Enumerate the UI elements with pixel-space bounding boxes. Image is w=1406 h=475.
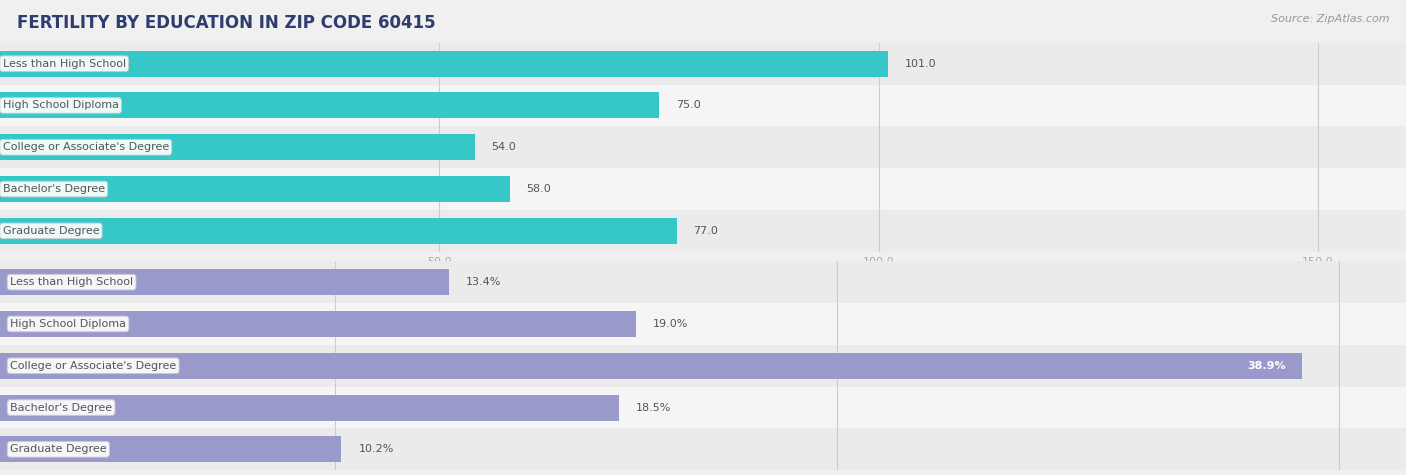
Bar xyxy=(0,51,887,76)
Bar xyxy=(0,93,659,118)
Bar xyxy=(0,261,1406,303)
Text: Less than High School: Less than High School xyxy=(3,58,125,69)
Text: 75.0: 75.0 xyxy=(676,100,700,111)
Text: Bachelor's Degree: Bachelor's Degree xyxy=(10,402,112,413)
Bar xyxy=(0,303,1406,345)
Bar xyxy=(0,395,619,420)
Text: Graduate Degree: Graduate Degree xyxy=(3,226,100,236)
Text: 58.0: 58.0 xyxy=(527,184,551,194)
Bar xyxy=(0,168,1406,210)
Text: Less than High School: Less than High School xyxy=(10,277,134,287)
Bar xyxy=(0,134,475,160)
Bar xyxy=(0,353,1302,379)
Bar xyxy=(0,345,1406,387)
Text: High School Diploma: High School Diploma xyxy=(3,100,118,111)
Text: 38.9%: 38.9% xyxy=(1247,361,1285,371)
Bar xyxy=(0,269,449,295)
Text: 19.0%: 19.0% xyxy=(652,319,689,329)
Text: 10.2%: 10.2% xyxy=(359,444,394,455)
Bar xyxy=(0,428,1406,470)
Text: College or Associate's Degree: College or Associate's Degree xyxy=(3,142,169,152)
Bar xyxy=(0,85,1406,126)
Text: FERTILITY BY EDUCATION IN ZIP CODE 60415: FERTILITY BY EDUCATION IN ZIP CODE 60415 xyxy=(17,14,436,32)
Bar xyxy=(0,176,509,202)
Text: 13.4%: 13.4% xyxy=(465,277,501,287)
Text: 54.0: 54.0 xyxy=(492,142,516,152)
Text: Graduate Degree: Graduate Degree xyxy=(10,444,107,455)
Bar xyxy=(0,126,1406,168)
Bar xyxy=(0,218,676,244)
Text: High School Diploma: High School Diploma xyxy=(10,319,127,329)
Text: 101.0: 101.0 xyxy=(904,58,936,69)
Text: College or Associate's Degree: College or Associate's Degree xyxy=(10,361,176,371)
Text: 18.5%: 18.5% xyxy=(636,402,672,413)
Text: 77.0: 77.0 xyxy=(693,226,718,236)
Bar xyxy=(0,210,1406,252)
Text: Bachelor's Degree: Bachelor's Degree xyxy=(3,184,105,194)
Bar xyxy=(0,43,1406,85)
Bar xyxy=(0,387,1406,428)
Text: Source: ZipAtlas.com: Source: ZipAtlas.com xyxy=(1271,14,1389,24)
Bar xyxy=(0,437,342,462)
Bar xyxy=(0,311,636,337)
